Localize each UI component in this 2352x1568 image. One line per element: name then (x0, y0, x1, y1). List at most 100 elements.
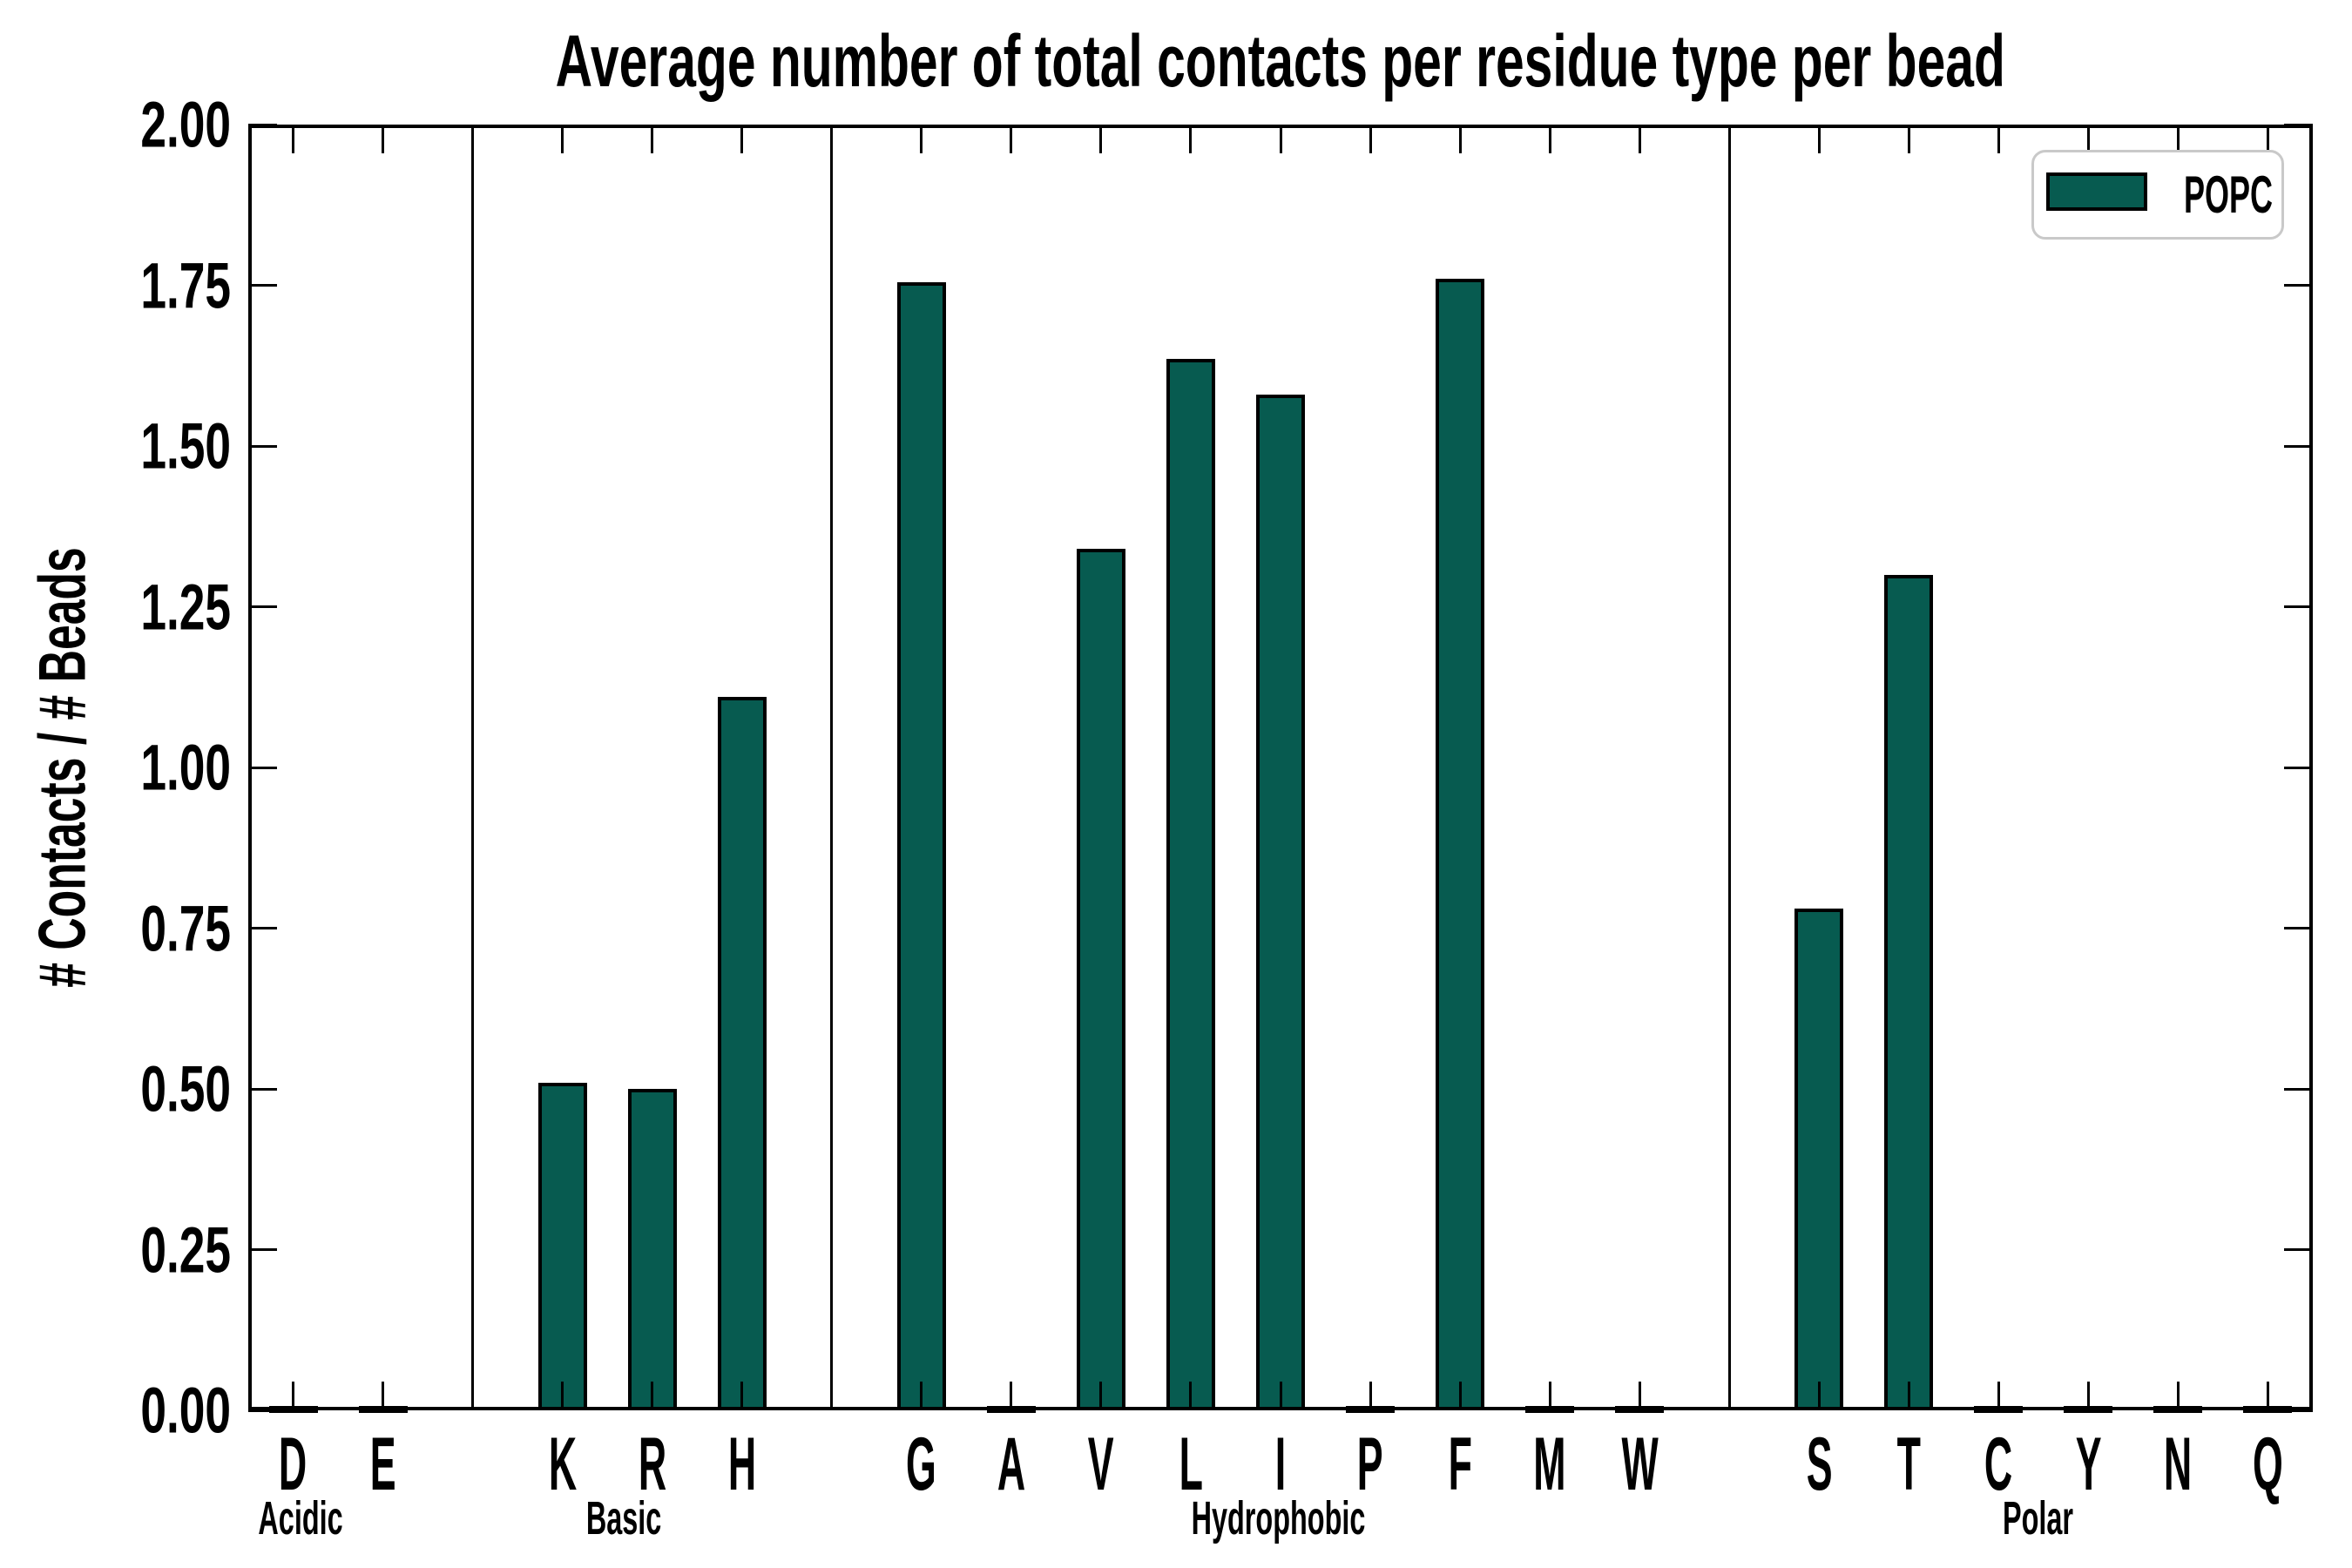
y-tick-right-0.25 (2284, 1248, 2313, 1251)
x-tick-label-L-text: L (1179, 1423, 1203, 1506)
x-tick-top-H (740, 125, 744, 153)
group-label-basic-text: Basic (585, 1492, 662, 1544)
y-tick-left-1.75 (248, 284, 277, 287)
y-tick-label-1.50: 1.50 (0, 409, 231, 483)
y-tick-left-2.00 (248, 123, 277, 126)
y-tick-label-0.75-text: 0.75 (140, 892, 231, 964)
group-label-polar: Polar (1864, 1491, 2213, 1545)
x-tick-label-M-text: M (1533, 1423, 1566, 1506)
x-tick-label-P: P (1301, 1422, 1440, 1508)
group-label-polar-text: Polar (2003, 1492, 2074, 1544)
x-tick-top-I (1279, 125, 1282, 153)
y-tick-right-1.00 (2284, 766, 2313, 769)
group-separator-3 (1727, 125, 1731, 1410)
x-tick-top-K (561, 125, 564, 153)
x-tick-top-Q (2266, 125, 2269, 153)
chart-title: Average number of total contacts per res… (235, 19, 2326, 104)
x-tick-top-R (651, 125, 654, 153)
y-tick-left-1.00 (248, 766, 277, 769)
x-tick-label-Q-text: Q (2253, 1423, 2283, 1506)
group-label-acidic: Acidic (126, 1491, 475, 1545)
bar-S (1794, 909, 1844, 1410)
x-tick-label-R-text: R (638, 1423, 666, 1506)
legend-label-text: POPC (2184, 166, 2274, 224)
x-tick-top-V (1099, 125, 1103, 153)
x-tick-bottom-F (1458, 1382, 1462, 1410)
y-tick-label-0.50-text: 0.50 (140, 1052, 231, 1125)
y-tick-label-1.25-text: 1.25 (140, 571, 231, 643)
y-tick-left-0.25 (248, 1248, 277, 1251)
group-label-hydrophobic-text: Hydrophobic (1191, 1492, 1365, 1544)
x-tick-top-M (1548, 125, 1551, 153)
bar-H (717, 696, 767, 1410)
y-tick-label-2.00: 2.00 (0, 88, 231, 162)
y-tick-label-0.25-text: 0.25 (140, 1213, 231, 1286)
x-tick-top-N (2176, 125, 2180, 153)
x-tick-bottom-D (292, 1382, 295, 1410)
y-tick-right-2.00 (2284, 123, 2313, 126)
y-tick-label-0.75: 0.75 (0, 891, 231, 965)
y-tick-label-1.75: 1.75 (0, 248, 231, 322)
bar-L (1166, 359, 1215, 1410)
x-tick-label-G-text: G (906, 1423, 937, 1506)
x-tick-label-C-text: C (1984, 1423, 2013, 1506)
x-tick-label-S: S (1749, 1422, 1889, 1508)
x-tick-label-V-text: V (1087, 1423, 1114, 1506)
bar-F (1436, 279, 1485, 1410)
y-tick-left-1.50 (248, 444, 277, 448)
y-tick-right-1.25 (2284, 605, 2313, 608)
group-label-hydrophobic: Hydrophobic (1104, 1491, 1452, 1545)
x-tick-bottom-R (651, 1382, 654, 1410)
x-tick-top-T (1907, 125, 1910, 153)
y-tick-right-0.00 (2284, 1409, 2313, 1412)
x-tick-bottom-K (561, 1382, 564, 1410)
x-tick-bottom-T (1907, 1382, 1910, 1410)
x-tick-top-S (1817, 125, 1821, 153)
x-tick-label-W-text: W (1621, 1423, 1659, 1506)
y-tick-right-1.50 (2284, 444, 2313, 448)
x-tick-bottom-E (382, 1382, 385, 1410)
legend-label: POPC (2154, 152, 2276, 237)
x-tick-label-N: N (2108, 1422, 2247, 1508)
x-tick-label-F: F (1390, 1422, 1530, 1508)
x-tick-label-P-text: P (1357, 1423, 1383, 1506)
x-tick-label-C: C (1929, 1422, 2068, 1508)
y-tick-label-1.00: 1.00 (0, 731, 231, 805)
y-tick-label-0.25: 0.25 (0, 1213, 231, 1287)
x-tick-label-Y: Y (2018, 1422, 2158, 1508)
legend: POPC (2031, 150, 2284, 240)
x-tick-label-I-text: I (1274, 1423, 1287, 1506)
x-tick-label-W: W (1570, 1422, 1709, 1508)
x-tick-top-Y (2086, 125, 2090, 153)
y-tick-left-0.50 (248, 1087, 277, 1091)
y-tick-left-1.25 (248, 605, 277, 608)
y-tick-label-0.00-text: 0.00 (140, 1374, 231, 1447)
x-tick-label-F-text: F (1448, 1423, 1472, 1506)
legend-swatch (2046, 172, 2147, 211)
x-tick-bottom-N (2176, 1382, 2180, 1410)
x-tick-bottom-L (1189, 1382, 1193, 1410)
x-tick-label-K-text: K (548, 1423, 577, 1506)
x-tick-bottom-I (1279, 1382, 1282, 1410)
x-tick-bottom-W (1638, 1382, 1641, 1410)
y-tick-right-1.75 (2284, 284, 2313, 287)
x-tick-label-Q: Q (2198, 1422, 2337, 1508)
y-tick-label-0.00: 0.00 (0, 1374, 231, 1448)
x-tick-bottom-M (1548, 1382, 1551, 1410)
x-tick-bottom-P (1369, 1382, 1372, 1410)
x-tick-label-M: M (1480, 1422, 1619, 1508)
y-tick-right-0.50 (2284, 1087, 2313, 1091)
bar-I (1256, 394, 1305, 1410)
chart-title-text: Average number of total contacts per res… (555, 20, 2006, 102)
x-tick-label-N-text: N (2164, 1423, 2193, 1506)
x-tick-top-E (382, 125, 385, 153)
x-tick-top-C (1997, 125, 2000, 153)
x-tick-label-Y-text: Y (2075, 1423, 2102, 1506)
y-tick-label-2.00-text: 2.00 (140, 88, 231, 161)
y-tick-label-1.50-text: 1.50 (140, 409, 231, 483)
x-tick-top-D (292, 125, 295, 153)
x-tick-label-E-text: E (369, 1423, 396, 1506)
bar-V (1076, 549, 1125, 1410)
x-tick-bottom-S (1817, 1382, 1821, 1410)
